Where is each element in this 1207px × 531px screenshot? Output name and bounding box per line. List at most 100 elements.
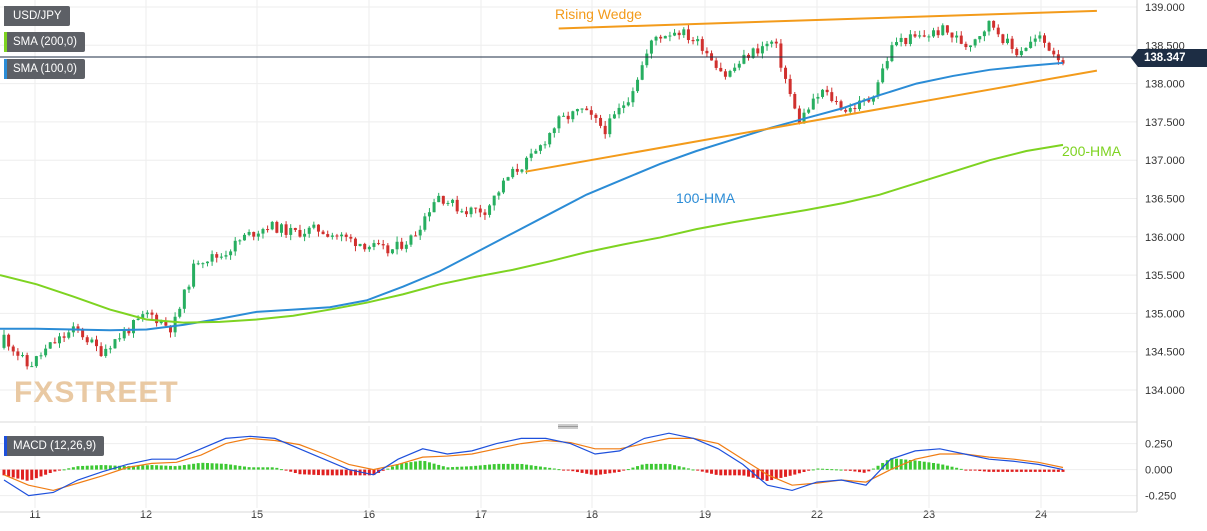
macd-histogram-bar bbox=[168, 465, 172, 470]
candle-body bbox=[571, 111, 575, 120]
macd-histogram-bar bbox=[1006, 469, 1010, 472]
candle-body bbox=[215, 254, 219, 258]
macd-histogram-bar bbox=[390, 466, 394, 470]
candle-body bbox=[478, 208, 482, 213]
candle-body bbox=[668, 35, 672, 37]
macd-histogram-bar bbox=[779, 469, 783, 478]
macd-histogram-bar bbox=[108, 465, 112, 470]
macd-histogram-bar bbox=[645, 463, 649, 470]
y-tick-label: 135.500 bbox=[1145, 270, 1185, 282]
macd-histogram-bar bbox=[94, 465, 98, 470]
candle-body bbox=[982, 31, 986, 37]
macd-swatch bbox=[4, 436, 7, 456]
x-tick-label: 11 bbox=[29, 509, 40, 521]
macd-histogram-bar bbox=[437, 464, 441, 470]
x-tick-label: 12 bbox=[140, 509, 152, 521]
macd-histogram-bar bbox=[982, 469, 986, 472]
macd-histogram-bar bbox=[53, 469, 57, 472]
candle-body bbox=[534, 150, 538, 154]
macd-histogram-bar bbox=[242, 466, 246, 470]
candle-body bbox=[330, 235, 334, 237]
macd-histogram-bar bbox=[316, 469, 320, 476]
macd-histogram-bar bbox=[941, 464, 945, 470]
candle-body bbox=[1033, 38, 1037, 42]
candle-body bbox=[34, 356, 38, 367]
candle-body bbox=[427, 212, 431, 217]
candle-body bbox=[631, 91, 635, 103]
candle-body bbox=[414, 235, 418, 237]
candle-body bbox=[552, 128, 556, 134]
macd-histogram-bar bbox=[871, 468, 875, 470]
candle-body bbox=[821, 89, 825, 97]
macd-histogram-bar bbox=[622, 469, 626, 471]
candle-body bbox=[756, 48, 760, 54]
macd-histogram-bar bbox=[978, 469, 982, 472]
symbol-legend[interactable]: USD/JPY bbox=[4, 6, 70, 26]
candle-body bbox=[867, 99, 871, 102]
macd-histogram-bar bbox=[136, 465, 140, 470]
candle-body bbox=[118, 338, 122, 340]
candle-body bbox=[779, 43, 783, 68]
x-tick-label: 22 bbox=[811, 509, 823, 521]
sma200-legend[interactable]: SMA (200,0) bbox=[4, 32, 85, 52]
macd-histogram-bar bbox=[173, 466, 177, 470]
candle-body bbox=[945, 25, 949, 33]
macd-histogram-bar bbox=[25, 469, 29, 481]
candle-body bbox=[441, 195, 445, 204]
macd-histogram-bar bbox=[603, 469, 607, 474]
macd-histogram-bar bbox=[279, 469, 283, 471]
macd-histogram-bar bbox=[636, 466, 640, 470]
candle-body bbox=[932, 30, 936, 37]
candle-body bbox=[321, 231, 325, 235]
candle-body bbox=[492, 195, 496, 206]
candle-body bbox=[53, 342, 57, 344]
macd-histogram-bar bbox=[742, 469, 746, 476]
macd-histogram-bar bbox=[719, 469, 723, 476]
sma200-swatch bbox=[4, 32, 7, 52]
candle-body bbox=[987, 20, 991, 32]
candle-body bbox=[807, 109, 811, 113]
candle-body bbox=[460, 211, 464, 213]
macd-histogram-bar bbox=[1038, 469, 1042, 472]
candle-body bbox=[11, 346, 15, 352]
macd-histogram-bar bbox=[682, 467, 686, 470]
candle-body bbox=[284, 224, 288, 235]
macd-histogram-bar bbox=[62, 469, 66, 471]
macd-histogram-bar bbox=[529, 465, 533, 470]
sma100-legend[interactable]: SMA (100,0) bbox=[4, 59, 85, 79]
candle-body bbox=[501, 180, 505, 193]
wedge-lower-line bbox=[525, 69, 1098, 173]
macd-histogram-bar bbox=[756, 469, 760, 479]
candle-body bbox=[455, 199, 459, 212]
candle-body bbox=[969, 45, 973, 48]
candle-body bbox=[90, 339, 94, 343]
candle-body bbox=[918, 35, 922, 37]
macd-histogram-bar bbox=[728, 469, 732, 476]
macd-histogram-bar bbox=[381, 469, 385, 471]
candle-body bbox=[636, 79, 640, 92]
candle-body bbox=[62, 336, 66, 338]
candle-body bbox=[700, 39, 704, 51]
macd-histogram-bar bbox=[11, 469, 15, 478]
candle-body bbox=[816, 96, 820, 99]
macd-histogram-bar bbox=[118, 465, 122, 470]
macd-histogram-bar bbox=[252, 467, 256, 470]
candle-body bbox=[474, 207, 478, 209]
y-tick-label: 134.000 bbox=[1145, 385, 1185, 397]
candle-body bbox=[386, 245, 390, 254]
candle-body bbox=[557, 116, 561, 129]
candle-body bbox=[682, 29, 686, 36]
candle-body bbox=[48, 342, 52, 349]
macd-histogram-bar bbox=[663, 463, 667, 470]
macd-histogram-bar bbox=[233, 465, 237, 470]
macd-histogram-bar bbox=[876, 465, 880, 470]
macd-histogram-bar bbox=[196, 463, 200, 470]
macd-histogram-bar bbox=[1015, 469, 1019, 472]
candle-body bbox=[418, 229, 422, 236]
macd-histogram-bar bbox=[922, 461, 926, 470]
candle-body bbox=[451, 199, 455, 203]
macd-legend[interactable]: MACD (12,26,9) bbox=[4, 436, 105, 456]
candle-body bbox=[81, 328, 85, 338]
macd-histogram-bar bbox=[973, 469, 977, 471]
